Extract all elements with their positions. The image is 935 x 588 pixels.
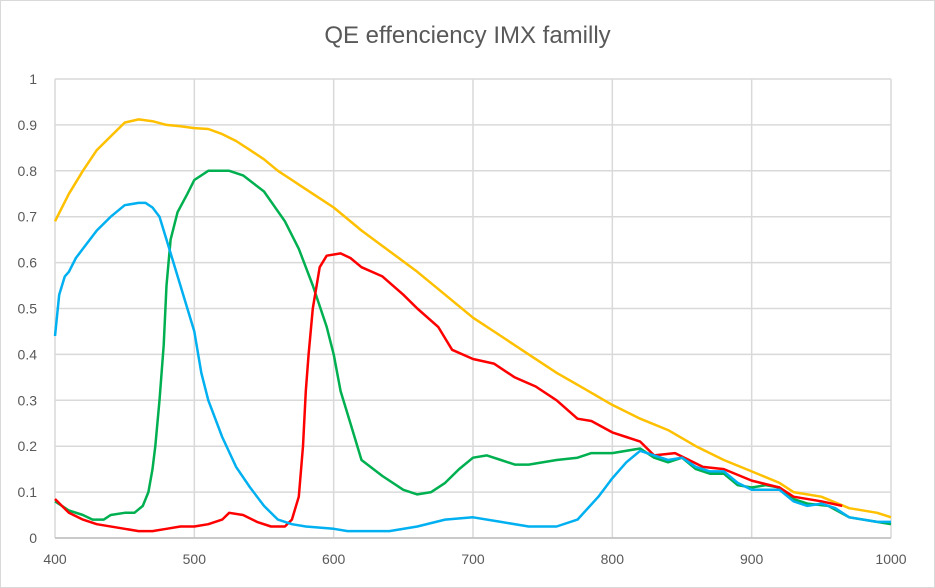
x-tick-label: 1000 bbox=[875, 551, 906, 567]
y-tick-label: 0.4 bbox=[18, 346, 38, 362]
x-tick-label: 700 bbox=[461, 551, 485, 567]
x-tick-label: 800 bbox=[601, 551, 625, 567]
x-tick-label: 900 bbox=[740, 551, 764, 567]
y-tick-label: 0.8 bbox=[18, 163, 38, 179]
x-tick-label: 600 bbox=[322, 551, 346, 567]
series-line-3 bbox=[53, 201, 891, 533]
y-tick-label: 0.6 bbox=[18, 255, 38, 271]
y-tick-label: 0.3 bbox=[18, 392, 38, 408]
y-tick-label: 0.7 bbox=[18, 209, 38, 225]
x-tick-label: 500 bbox=[183, 551, 207, 567]
y-tick-label: 0.2 bbox=[18, 438, 38, 454]
y-tick-label: 0 bbox=[29, 530, 37, 546]
y-tick-label: 0.1 bbox=[18, 484, 38, 500]
y-tick-label: 0.9 bbox=[18, 117, 38, 133]
chart-title: QE effenciency IMX familly bbox=[324, 22, 611, 49]
series-line-1 bbox=[54, 169, 892, 526]
series-line-0 bbox=[53, 118, 892, 519]
y-tick-label: 1 bbox=[29, 71, 37, 87]
x-tick-label: 400 bbox=[43, 551, 67, 567]
series-line-2 bbox=[54, 252, 843, 533]
y-tick-label: 0.5 bbox=[18, 301, 38, 317]
